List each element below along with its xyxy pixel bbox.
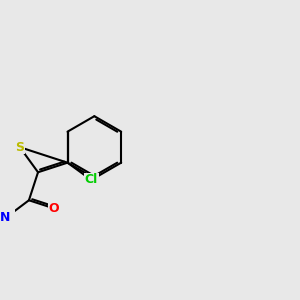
Text: O: O xyxy=(49,202,59,215)
Text: S: S xyxy=(15,141,24,154)
Text: N: N xyxy=(0,212,11,224)
Text: Cl: Cl xyxy=(85,173,98,187)
